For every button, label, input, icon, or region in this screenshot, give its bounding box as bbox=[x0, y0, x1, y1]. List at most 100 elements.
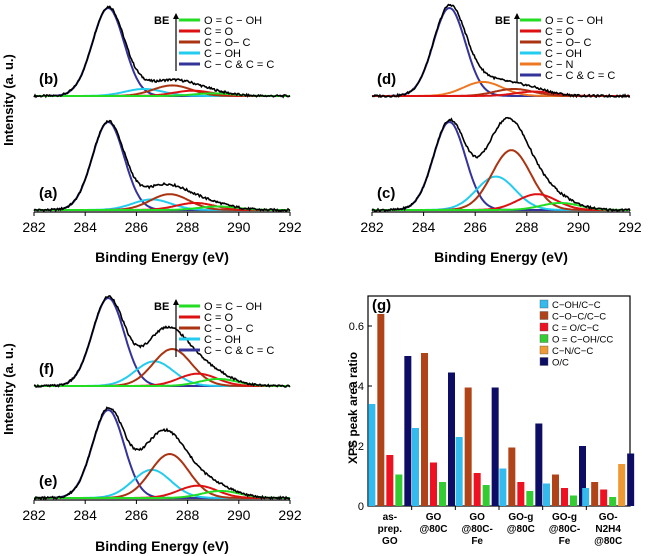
xps-panel-cd: Binding Energy (eV) 282 284 286 288 290 292 (d… bbox=[360, 3, 642, 265]
legend-swatch-c-o-c-c-c bbox=[539, 311, 549, 320]
bar-c-o-c-c bbox=[600, 489, 608, 506]
component-c-o-c bbox=[372, 149, 630, 211]
bar-o-c-oh-cc bbox=[439, 482, 446, 506]
bar-o-c bbox=[491, 387, 499, 506]
category-label: as- bbox=[383, 512, 397, 523]
legend-label: C = O bbox=[204, 26, 233, 38]
x-tick-label: 284 bbox=[412, 219, 436, 235]
x-tick-label: 288 bbox=[515, 219, 539, 235]
bar-c-oh-c-c bbox=[582, 488, 590, 506]
y-tick-label: 0.6 bbox=[349, 321, 364, 333]
y-axis-label: Intensity (a. u.) bbox=[1, 343, 16, 435]
x-tick-label: 282 bbox=[22, 219, 46, 235]
xps-panel-ef: Intensity (a. u.) Binding Energy (eV) 28… bbox=[1, 295, 302, 554]
legend-label: C − C & C = C bbox=[204, 345, 274, 357]
category-label: Fe bbox=[559, 536, 571, 547]
x-tick-label: 290 bbox=[567, 219, 591, 235]
category-label: Fe bbox=[471, 536, 483, 547]
bar-c-oh-c-c bbox=[368, 404, 376, 506]
legend-label: C − O− C bbox=[204, 37, 251, 49]
xps-panel-ab: Intensity (a. u.) Binding Energy (eV) 28… bbox=[1, 5, 302, 265]
spectrum-envelope bbox=[371, 116, 631, 213]
component-c-c-c-c bbox=[34, 120, 290, 211]
bar-c-n-c-c bbox=[618, 464, 626, 506]
bar-c-o-c-c-c bbox=[421, 353, 428, 506]
bar-o-c-oh-cc bbox=[482, 485, 490, 506]
spectrum-envelope bbox=[33, 5, 291, 99]
legend-label: O = C−OH/CC bbox=[552, 335, 613, 346]
component-c-c-c-c bbox=[34, 408, 290, 499]
spectrum-label: (f) bbox=[39, 361, 54, 378]
bar-o-c-oh-cc bbox=[609, 497, 617, 506]
legend-title: BE bbox=[154, 301, 169, 313]
legend-title: BE bbox=[495, 15, 510, 27]
bar-c-o-c-c-c bbox=[552, 474, 559, 506]
x-tick-label: 292 bbox=[278, 219, 302, 235]
component-c-n bbox=[372, 80, 630, 97]
bar-c-oh-c-c bbox=[543, 483, 550, 506]
legend-label: C − C & C = C bbox=[545, 70, 615, 82]
legend-swatch-c-oh-c-c bbox=[539, 299, 549, 309]
legend-label: C − OH bbox=[204, 48, 241, 60]
legend-label: O = C − OH bbox=[545, 15, 603, 27]
legend-label: C − OH bbox=[204, 334, 241, 346]
category-label: GO-g bbox=[552, 512, 577, 523]
legend-arrow-head bbox=[173, 13, 179, 19]
y-tick-label: 0 bbox=[358, 501, 364, 513]
x-axis-label: Binding Energy (eV) bbox=[434, 249, 568, 265]
legend-label: C − OH bbox=[545, 48, 582, 60]
spectrum-envelope bbox=[33, 295, 291, 388]
category-label: @80C bbox=[594, 536, 622, 547]
bar-o-c-oh-cc bbox=[570, 495, 577, 506]
spectrum-label: (a) bbox=[39, 185, 57, 202]
y-tick-label: 0.4 bbox=[349, 381, 364, 393]
bar-o-c-oh-cc bbox=[526, 491, 534, 506]
bar-c-o-c-c bbox=[517, 482, 525, 506]
y-tick-label: 0.2 bbox=[349, 441, 364, 453]
legend-arrow-head bbox=[514, 13, 520, 19]
category-label: N2H4 bbox=[595, 524, 621, 535]
bar-c-o-c-c-c bbox=[464, 387, 472, 506]
category-label: GO-g bbox=[508, 512, 533, 523]
bar-c-oh-c-c bbox=[412, 428, 419, 506]
x-tick-label: 286 bbox=[125, 507, 149, 523]
legend-arrow-head bbox=[173, 299, 179, 305]
legend-label: C = O bbox=[204, 312, 233, 324]
spectrum-envelope bbox=[371, 3, 631, 99]
x-tick-label: 282 bbox=[22, 507, 46, 523]
x-tick-label: 284 bbox=[74, 507, 98, 523]
legend-title: BE bbox=[154, 15, 169, 27]
category-label: GO bbox=[469, 512, 485, 523]
component-c-oh bbox=[34, 360, 290, 387]
category-label: @80C- bbox=[461, 524, 492, 535]
x-tick-label: 284 bbox=[74, 219, 98, 235]
x-tick-label: 292 bbox=[618, 219, 642, 235]
legend-label: C−N/C−C bbox=[552, 346, 593, 357]
bar-o-c bbox=[579, 446, 586, 506]
x-tick-label: 288 bbox=[176, 507, 200, 523]
bar-o-c bbox=[404, 356, 412, 506]
legend-label: C = O/C−C bbox=[552, 323, 599, 334]
bar-o-c bbox=[535, 423, 543, 506]
spectrum-label: (b) bbox=[39, 71, 58, 88]
category-label: @80C bbox=[507, 524, 535, 535]
spectrum-label: (d) bbox=[377, 71, 396, 88]
legend-label: C − N bbox=[545, 59, 573, 71]
component-c-c-c-c bbox=[372, 120, 630, 211]
legend-swatch-c-o-c-c bbox=[539, 322, 549, 332]
bar-c-o-c-c bbox=[430, 462, 437, 506]
x-tick-label: 288 bbox=[176, 219, 200, 235]
bar-c-o-c-c bbox=[386, 455, 394, 506]
component-c-oh bbox=[34, 468, 290, 499]
spectrum-label: (c) bbox=[377, 185, 395, 202]
category-label: @80C- bbox=[549, 524, 580, 535]
bar-c-oh-c-c bbox=[499, 468, 507, 506]
legend-label: O = C − OH bbox=[204, 15, 262, 27]
x-tick-label: 290 bbox=[227, 507, 251, 523]
x-tick-label: 290 bbox=[227, 219, 251, 235]
panel-label: (g) bbox=[372, 297, 391, 314]
category-label: GO- bbox=[599, 512, 618, 523]
legend-label: C − O− C bbox=[545, 37, 592, 49]
category-label: @80C bbox=[419, 524, 447, 535]
